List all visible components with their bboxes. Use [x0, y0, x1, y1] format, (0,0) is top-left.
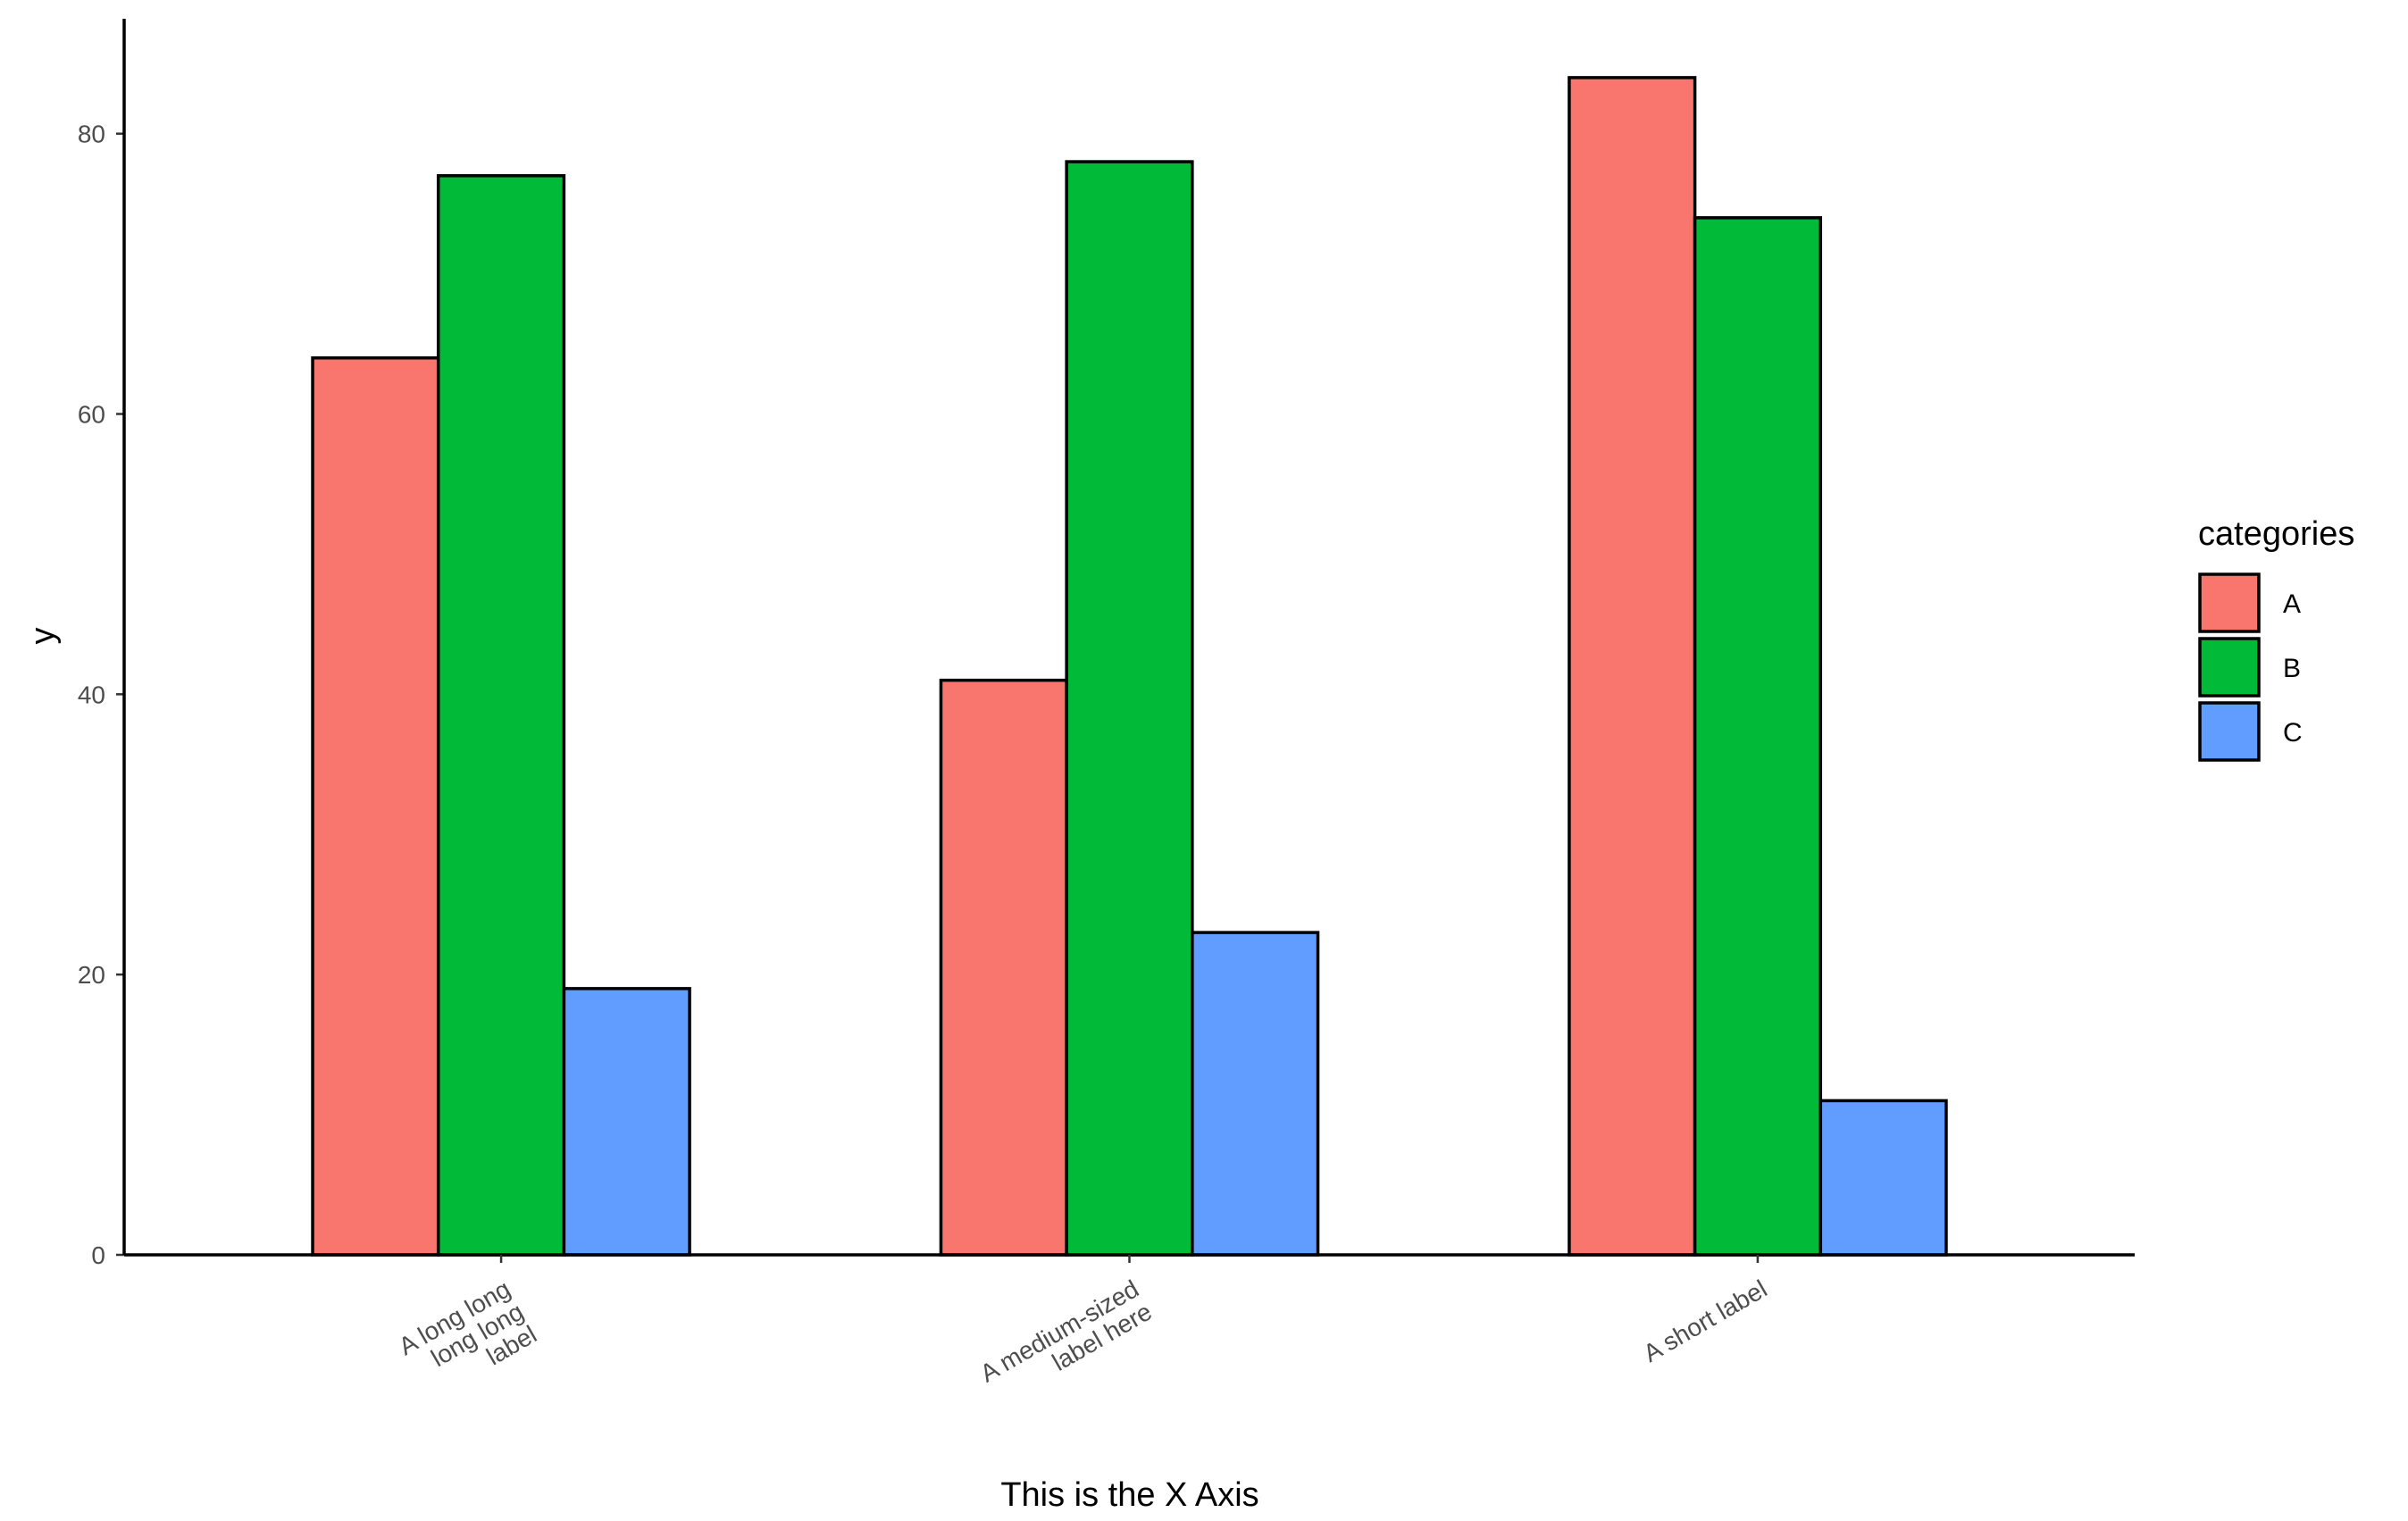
y-tick-label: 20 — [78, 961, 105, 989]
y-tick-label: 40 — [78, 681, 105, 708]
bar — [436, 173, 566, 1257]
bar — [939, 678, 1068, 1257]
legend-key — [2198, 701, 2261, 762]
legend-title: categories — [2198, 515, 2354, 553]
legend-label: A — [2283, 589, 2301, 619]
bar — [1065, 160, 1194, 1257]
y-axis-title: y — [24, 628, 62, 645]
bar — [562, 987, 691, 1257]
y-tick-label: 60 — [78, 401, 105, 429]
legend-key — [2198, 572, 2261, 633]
legend-key — [2198, 637, 2261, 698]
y-tick-label: 80 — [78, 121, 105, 148]
y-tick-label: 0 — [91, 1241, 105, 1269]
bar — [311, 355, 440, 1257]
bar — [1191, 931, 1320, 1257]
x-axis-title: This is the X Axis — [1000, 1476, 1258, 1514]
legend-label: C — [2283, 718, 2303, 748]
bar — [1568, 76, 1697, 1257]
bar — [1819, 1099, 1948, 1257]
bar — [1693, 216, 1823, 1257]
legend-label: B — [2283, 654, 2301, 683]
